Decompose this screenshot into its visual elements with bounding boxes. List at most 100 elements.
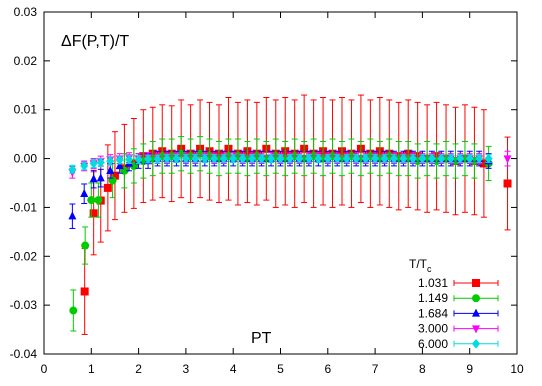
legend-marker [472,279,480,287]
y-tick-label: -0.02 [10,249,38,263]
data-point [134,154,143,165]
x-axis-ticks: 0 1 2 3 4 5 6 7 8 9 10 [41,12,524,376]
chart-title: ΔF(P,T)/T [61,33,129,50]
data-point [89,209,98,218]
data-point [427,153,436,164]
data-point [191,153,200,164]
legend-label-1.149: 1.149 [418,291,448,305]
legend-marker [472,308,480,317]
legend-title: T/Tc [409,257,432,274]
data-point [390,153,399,164]
x-tick-label: 0 [41,362,48,376]
legend-label-1.684: 1.684 [418,306,448,320]
data-point [181,153,190,164]
data-point [484,153,493,164]
data-point [80,188,89,197]
y-tick-label: -0.04 [10,347,38,361]
y-tick-label: 0.02 [14,54,38,68]
data-point [380,153,389,164]
data-point [361,153,370,164]
x-tick-label: 9 [466,362,473,376]
data-point [80,161,89,171]
data-point [89,174,98,183]
data-point [314,153,323,164]
legend-marker [472,294,480,303]
legend-label-1.031: 1.031 [418,276,448,290]
series-layer [68,94,512,335]
x-tick-label: 4 [230,362,237,376]
x-tick-label: 8 [419,362,426,376]
x-tick-label: 2 [135,362,142,376]
data-point [456,153,465,164]
data-point [68,211,77,220]
x-tick-label: 7 [372,362,379,376]
data-point [96,173,105,182]
y-tick-label: 0.03 [14,5,38,19]
data-point [68,164,77,175]
data-point [106,165,115,174]
data-point [371,153,380,164]
legend-title-main: T/T [409,257,428,271]
series-6.000 [68,153,493,175]
legend-marker [472,325,480,334]
legend-label-6.000: 6.000 [418,337,448,351]
data-point [125,154,134,165]
data-point [475,153,484,164]
data-point [465,153,474,164]
x-tick-label: 5 [277,362,284,376]
plot-frame [43,11,518,355]
data-point [437,153,446,164]
data-point [89,158,98,169]
x-tick-label: 1 [88,362,95,376]
data-point [80,287,89,296]
legend-label-3.000: 3.000 [418,322,448,336]
data-point [446,153,455,164]
data-point [418,153,427,164]
data-point [96,157,105,168]
data-point [333,153,342,164]
data-point [106,156,115,166]
data-point [399,153,408,164]
data-point [110,171,119,180]
data-point [172,153,181,164]
legend-marker [472,339,480,349]
legend-title-subscript: c [427,264,432,274]
data-point [257,153,266,164]
data-point [295,153,304,164]
data-point [342,153,351,164]
data-point [276,153,285,164]
data-point [103,183,112,192]
y-tick-label: 0.01 [14,103,38,117]
data-point [267,153,276,164]
data-point [323,153,332,164]
x-tick-label: 3 [183,362,190,376]
x-tick-label: 10 [510,362,524,376]
data-point [69,306,78,315]
data-point [479,159,488,168]
data-point [144,154,153,164]
data-point [200,153,209,164]
data-point [248,153,257,164]
data-point [285,153,294,164]
data-point [162,153,171,164]
data-point [238,153,247,164]
data-point [304,153,313,164]
data-point [219,153,228,164]
y-tick-label: 0.00 [14,152,38,166]
data-point [210,153,219,164]
inner-label-pt: PT [251,330,272,347]
data-point [81,241,90,250]
data-point [352,153,361,164]
data-point [94,196,103,205]
data-point [115,155,124,165]
data-point [503,179,512,188]
y-tick-label: -0.03 [10,298,38,312]
data-point [408,153,417,164]
data-point [153,154,162,164]
data-point [229,153,238,164]
y-tick-label: -0.01 [10,200,38,214]
x-tick-label: 6 [324,362,331,376]
